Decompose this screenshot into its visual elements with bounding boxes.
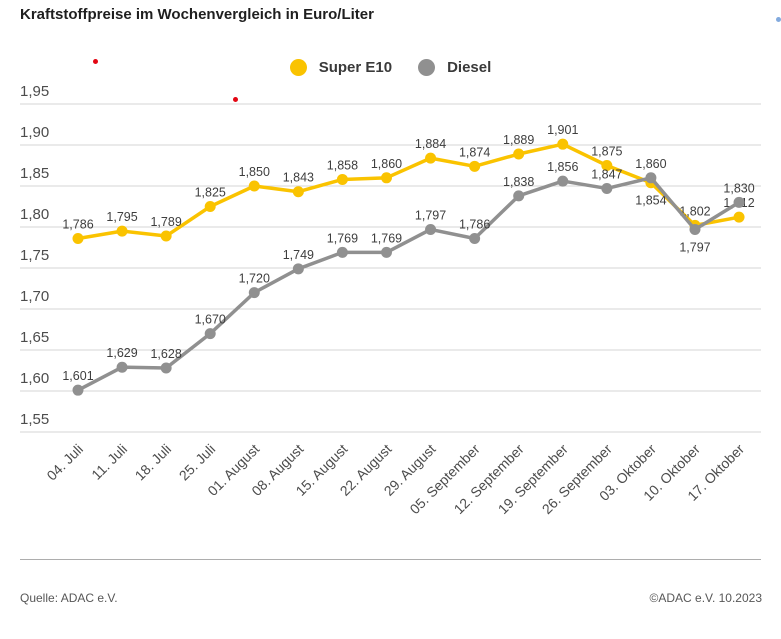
data-label: 1,720 xyxy=(239,272,270,286)
data-label: 1,856 xyxy=(547,160,578,174)
x-tick-label: 04. Juli xyxy=(43,441,86,484)
y-tick-label: 1,90 xyxy=(20,124,49,141)
data-point xyxy=(513,190,525,202)
y-tick-label: 1,80 xyxy=(20,206,49,223)
data-label: 1,749 xyxy=(283,248,314,262)
data-label: 1,860 xyxy=(635,157,666,171)
data-label: 1,875 xyxy=(591,145,622,159)
data-point xyxy=(557,138,569,150)
data-point xyxy=(733,211,745,223)
data-label: 1,901 xyxy=(547,123,578,137)
data-point xyxy=(601,160,613,171)
data-point xyxy=(469,232,481,244)
data-point xyxy=(469,160,481,172)
data-point xyxy=(645,172,657,184)
data-point xyxy=(72,384,84,396)
data-label: 1,854 xyxy=(635,194,666,208)
data-point xyxy=(116,225,128,237)
data-label: 1,889 xyxy=(503,133,534,147)
data-label: 1,629 xyxy=(106,346,137,360)
data-point xyxy=(425,152,437,164)
series-line-diesel xyxy=(77,176,740,392)
data-label: 1,795 xyxy=(106,210,137,224)
data-point xyxy=(248,180,260,192)
legend-item-super-e10: Super E10 xyxy=(289,59,393,76)
data-point xyxy=(336,173,348,185)
x-tick-label: 18. Juli xyxy=(132,441,175,484)
footer-divider xyxy=(20,559,761,560)
super-e10-swatch-icon xyxy=(289,59,307,76)
data-point xyxy=(425,223,437,235)
y-tick-label: 1,55 xyxy=(20,411,49,428)
data-point xyxy=(733,196,745,208)
data-label: 1,830 xyxy=(723,181,754,195)
y-tick-label: 1,70 xyxy=(20,288,49,305)
data-point xyxy=(601,182,613,194)
series-line-super-e10 xyxy=(77,142,740,241)
data-point xyxy=(248,287,260,299)
data-point xyxy=(160,230,172,242)
data-point xyxy=(204,201,216,212)
source-note: Quelle: ADAC e.V. xyxy=(20,591,118,605)
data-label: 1,838 xyxy=(503,175,534,189)
data-point xyxy=(292,186,304,198)
legend-label-super-e10: Super E10 xyxy=(318,59,393,76)
y-tick-label: 1,95 xyxy=(20,83,49,100)
data-point xyxy=(336,246,348,258)
data-label: 1,769 xyxy=(371,231,402,245)
data-label: 1,843 xyxy=(283,171,314,185)
data-point xyxy=(292,263,304,275)
data-label: 1,601 xyxy=(62,369,93,383)
data-point xyxy=(380,172,392,184)
data-label: 1,786 xyxy=(62,217,93,231)
y-tick-label: 1,85 xyxy=(20,165,49,182)
data-point xyxy=(557,175,569,187)
y-tick-label: 1,65 xyxy=(20,329,49,346)
red-marker-dot xyxy=(92,58,98,64)
data-label: 1,628 xyxy=(150,347,181,361)
data-label: 1,850 xyxy=(239,165,270,179)
data-label: 1,847 xyxy=(591,167,622,181)
data-label: 1,670 xyxy=(195,313,226,327)
chart-legend: Super E10 Diesel xyxy=(0,59,781,76)
data-label: 1,786 xyxy=(459,217,490,231)
data-point xyxy=(513,148,525,160)
data-point xyxy=(204,328,216,340)
data-label: 1,884 xyxy=(415,137,446,151)
red-marker-dot xyxy=(232,96,238,102)
data-point xyxy=(380,246,392,258)
data-label: 1,802 xyxy=(679,204,710,218)
data-label: 1,797 xyxy=(415,208,446,222)
data-label: 1,789 xyxy=(150,215,181,229)
data-point xyxy=(160,362,172,374)
data-label: 1,797 xyxy=(679,240,710,254)
copyright-note: ©ADAC e.V. 10.2023 xyxy=(649,591,762,605)
x-tick-label: 11. Juli xyxy=(88,441,130,483)
data-label: 1,860 xyxy=(371,157,402,171)
page-title: Kraftstoffpreise im Wochenvergleich in E… xyxy=(20,6,374,23)
data-label: 1,874 xyxy=(459,145,490,159)
data-label: 1,769 xyxy=(327,231,358,245)
y-tick-label: 1,60 xyxy=(20,370,49,387)
blue-marker-dot xyxy=(775,16,781,22)
diesel-swatch-icon xyxy=(418,59,436,76)
data-point xyxy=(689,223,701,235)
data-label: 1,825 xyxy=(195,186,226,200)
data-point xyxy=(72,232,84,244)
legend-item-diesel: Diesel xyxy=(418,59,491,76)
data-point xyxy=(116,361,128,373)
legend-label-diesel: Diesel xyxy=(447,59,492,76)
x-tick-label: 25. Juli xyxy=(176,441,219,484)
y-tick-label: 1,75 xyxy=(20,247,49,264)
data-label: 1,858 xyxy=(327,158,358,172)
